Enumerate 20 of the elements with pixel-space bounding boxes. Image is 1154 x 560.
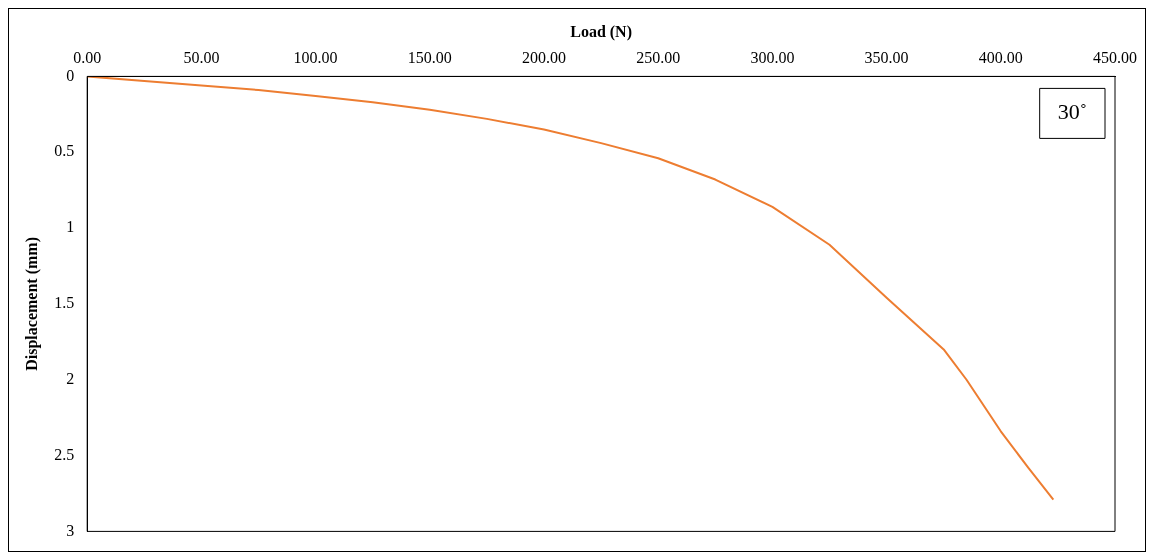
x-tick-label: 250.00 bbox=[636, 49, 681, 66]
x-tick-label: 50.00 bbox=[183, 49, 220, 66]
y-tick-label: 1 bbox=[66, 218, 75, 236]
x-tick-label: 200.00 bbox=[522, 49, 566, 66]
x-tick-label: 100.00 bbox=[293, 49, 338, 66]
y-tick-label: 2 bbox=[66, 369, 75, 387]
x-tick-label: 0.00 bbox=[73, 49, 102, 66]
x-tick-label: 400.00 bbox=[978, 49, 1023, 66]
x-tick-label: 450.00 bbox=[1093, 49, 1137, 66]
x-axis-title: Load (N) bbox=[570, 22, 632, 41]
y-tick-label: 2.5 bbox=[54, 445, 75, 463]
y-tick-label: 0 bbox=[66, 66, 75, 84]
y-tick-label: 3 bbox=[66, 521, 75, 539]
y-tick-label: 0.5 bbox=[54, 142, 75, 160]
y-axis-title: Displacement (mm) bbox=[22, 237, 41, 371]
annotation: 30˚ bbox=[1057, 99, 1087, 125]
x-tick-label: 150.00 bbox=[407, 49, 452, 66]
x-tick-label: 350.00 bbox=[864, 49, 909, 66]
x-tick-label: 300.00 bbox=[750, 49, 795, 66]
y-tick-label: 1.5 bbox=[54, 294, 75, 312]
